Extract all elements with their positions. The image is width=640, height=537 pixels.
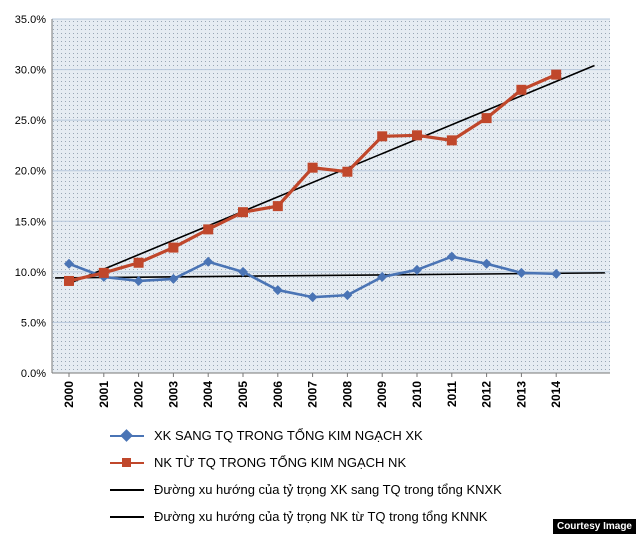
chart-legend: XK SANG TQ TRONG TỔNG KIM NGẠCH XK NK TỪ… <box>110 422 550 530</box>
trend-line-2 <box>55 272 605 279</box>
data-point-export <box>377 271 388 282</box>
data-point-export <box>203 256 214 267</box>
x-tick-label: 2011 <box>445 381 459 407</box>
y-tick-label: 25.0% <box>15 115 46 127</box>
x-tick-label: 2005 <box>236 381 250 408</box>
data-point-export <box>238 266 248 277</box>
data-point-import <box>307 162 318 173</box>
x-tick-label: 2000 <box>62 381 76 408</box>
y-tick-label: 30.0% <box>15 65 46 77</box>
x-tick-label: 2008 <box>340 381 354 408</box>
data-point-import <box>516 84 527 95</box>
data-point-import <box>272 201 283 212</box>
data-point-export <box>168 273 179 284</box>
legend-label-import: NK TỪ TQ TRONG TỔNG KIM NGẠCH NK <box>154 455 407 470</box>
y-tick-label: 0.0% <box>21 368 46 380</box>
data-point-export <box>133 275 144 286</box>
legend-item-export-trend: Đường xu hướng của tỷ trọng XK sang TQ t… <box>110 476 550 503</box>
data-point-import <box>551 69 562 80</box>
data-point-export <box>272 285 283 296</box>
data-point-export <box>551 268 562 279</box>
legend-swatch-export-trend <box>110 483 144 497</box>
data-point-import <box>203 224 214 235</box>
data-point-export <box>481 258 492 269</box>
data-point-import <box>64 275 74 286</box>
legend-swatch-import-trend <box>110 510 144 524</box>
legend-item-import: NK TỪ TQ TRONG TỔNG KIM NGẠCH NK <box>110 449 550 476</box>
legend-label-export-trend: Đường xu hướng của tỷ trọng XK sang TQ t… <box>154 482 502 497</box>
data-point-import <box>446 135 457 146</box>
x-tick-label: 2007 <box>306 381 320 408</box>
data-point-import <box>342 166 353 177</box>
x-tick-label: 2006 <box>271 381 285 408</box>
data-point-import <box>412 130 422 141</box>
legend-label-import-trend: Đường xu hướng của tỷ trọng NK từ TQ tro… <box>154 509 488 524</box>
y-tick-label: 15.0% <box>15 216 46 228</box>
x-tick-label: 2003 <box>166 381 180 408</box>
x-tick-label: 2014 <box>549 381 563 408</box>
x-tick-label: 2009 <box>375 381 389 408</box>
data-point-import <box>377 131 388 142</box>
y-tick-label: 10.0% <box>15 267 46 279</box>
data-point-export <box>516 267 527 278</box>
data-point-export <box>307 292 318 303</box>
y-tick-label: 5.0% <box>21 317 46 329</box>
x-tick-label: 2013 <box>514 381 528 408</box>
x-tick-label: 2012 <box>480 381 494 408</box>
y-tick-label: 20.0% <box>15 166 46 178</box>
legend-label-export: XK SANG TQ TRONG TỔNG KIM NGẠCH XK <box>154 428 423 443</box>
data-point-import <box>98 267 109 278</box>
data-point-export <box>64 258 74 269</box>
legend-item-import-trend: Đường xu hướng của tỷ trọng NK từ TQ tro… <box>110 503 550 530</box>
data-point-import <box>238 207 248 218</box>
legend-swatch-export <box>110 428 144 443</box>
x-tick-label: 2001 <box>97 381 111 408</box>
plot-area <box>52 19 610 373</box>
x-tick-label: 2004 <box>201 381 215 408</box>
x-tick-label: 2002 <box>132 381 146 408</box>
legend-swatch-import <box>110 456 144 470</box>
data-point-export <box>412 264 422 275</box>
y-tick-label: 35.0% <box>15 14 46 26</box>
data-point-export <box>342 290 353 301</box>
data-point-import <box>168 242 179 253</box>
data-point-import <box>133 257 144 268</box>
data-point-export <box>446 251 457 262</box>
x-tick-label: 2010 <box>410 381 424 408</box>
data-point-import <box>481 113 492 124</box>
credit-badge: Courtesy Image <box>552 519 636 534</box>
legend-item-export: XK SANG TQ TRONG TỔNG KIM NGẠCH XK <box>110 422 550 449</box>
